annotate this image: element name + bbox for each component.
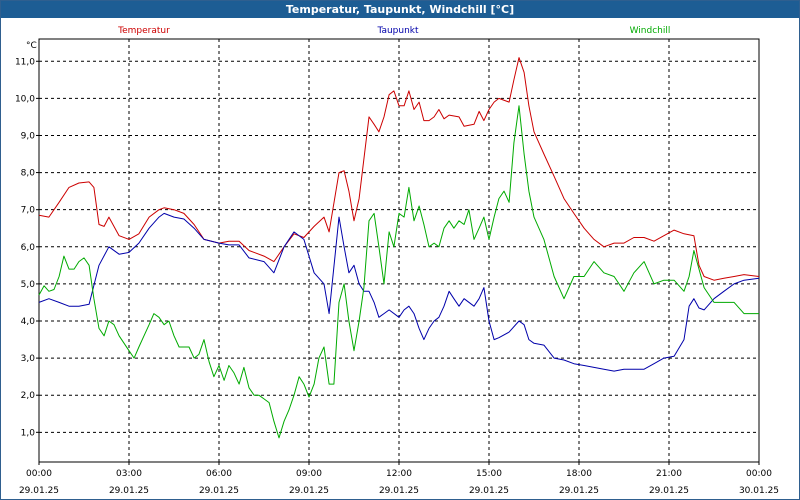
x-tick-label-time: 03:00 xyxy=(116,469,142,479)
y-tick-label: 7,0 xyxy=(21,206,36,216)
x-tick-label-date: 29.01.25 xyxy=(289,486,329,496)
x-tick-label-time: 21:00 xyxy=(656,469,682,479)
y-tick-label: 1,0 xyxy=(21,428,36,438)
y-tick-label: 9,0 xyxy=(21,131,36,141)
x-tick-label-date: 30.01.25 xyxy=(739,486,779,496)
y-tick-label: 10,0 xyxy=(15,94,35,104)
y-tick-label: 5,0 xyxy=(21,280,36,290)
x-tick-label-date: 29.01.25 xyxy=(109,486,149,496)
y-tick-label: 4,0 xyxy=(21,317,36,327)
series-line-taupunkt xyxy=(38,212,760,372)
series-line-windchill xyxy=(38,105,759,439)
x-tick-label-time: 18:00 xyxy=(566,469,592,479)
x-tick-label-time: 00:00 xyxy=(746,469,772,479)
y-tick-label: 8,0 xyxy=(21,169,36,179)
x-tick-label-date: 29.01.25 xyxy=(199,486,239,496)
x-tick-label-date: 29.01.25 xyxy=(469,486,509,496)
y-tick-label: 6,0 xyxy=(21,243,36,253)
legend-taupunkt: Taupunkt xyxy=(376,26,419,36)
x-tick-label-time: 09:00 xyxy=(296,469,322,479)
x-tick-label-time: 00:00 xyxy=(26,469,52,479)
y-tick-label: 11,0 xyxy=(15,57,35,67)
y-tick-label: 2,0 xyxy=(21,391,36,401)
legend-windchill: Windchill xyxy=(630,26,671,36)
x-tick-label-date: 29.01.25 xyxy=(649,486,689,496)
x-tick-label-time: 06:00 xyxy=(206,469,232,479)
x-tick-label-date: 29.01.25 xyxy=(379,486,419,496)
legend-temperatur: Temperatur xyxy=(117,26,170,36)
y-tick-label: 3,0 xyxy=(21,354,36,364)
series-line-temperatur xyxy=(38,57,760,281)
x-tick-label-date: 29.01.25 xyxy=(19,486,59,496)
y-axis-unit-label: °C xyxy=(26,41,37,51)
x-tick-label-date: 29.01.25 xyxy=(559,486,599,496)
window-title: Temperatur, Taupunkt, Windchill [°C] xyxy=(1,1,799,18)
x-tick-label-time: 12:00 xyxy=(386,469,412,479)
x-tick-label-time: 15:00 xyxy=(476,469,502,479)
